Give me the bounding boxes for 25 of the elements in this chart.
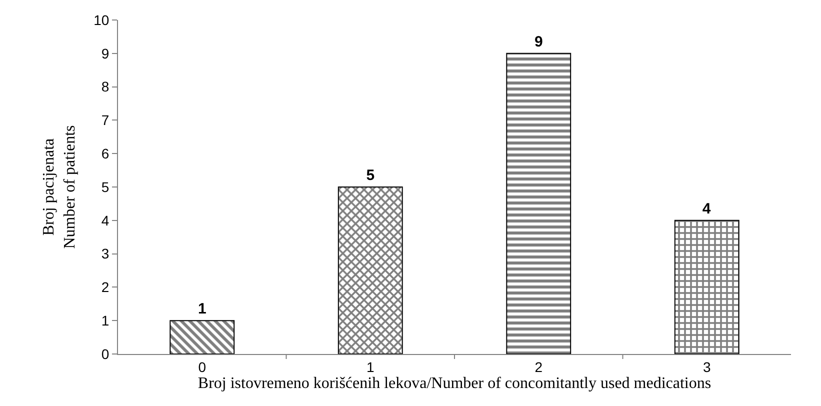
y-tick-label: 4: [101, 212, 110, 228]
bar: [506, 52, 572, 354]
data-label: 5: [366, 167, 375, 184]
bar: [674, 220, 740, 354]
y-tick-label: 1: [101, 312, 110, 328]
x-axis-title: Broj istovremeno korišćenih lekova/Number of concomitantly used medications: [198, 374, 712, 392]
x-tick-label: 0: [198, 358, 206, 375]
x-tick-label: 3: [702, 358, 711, 375]
bar: [338, 186, 403, 354]
x-tick-label: 1: [366, 358, 374, 375]
y-tick-label: 10: [94, 12, 110, 28]
y-tick-label: 9: [101, 45, 110, 62]
y-tick-label: 5: [101, 178, 110, 195]
data-label: 1: [198, 300, 206, 318]
data-label: 4: [702, 200, 712, 218]
y-tick-label: 3: [101, 246, 110, 262]
y-axis-title: Broj pacijenata Number of patients: [40, 125, 79, 249]
data-label: 9: [534, 33, 543, 50]
y-tick-label: 0: [101, 346, 110, 362]
y-tick-label: 6: [101, 146, 110, 162]
y-tick-label: 2: [101, 279, 110, 296]
y-tick-label: 8: [101, 78, 110, 95]
bar: [170, 320, 235, 354]
x-tick-label: 2: [534, 358, 543, 375]
y-tick-label: 7: [101, 112, 110, 128]
